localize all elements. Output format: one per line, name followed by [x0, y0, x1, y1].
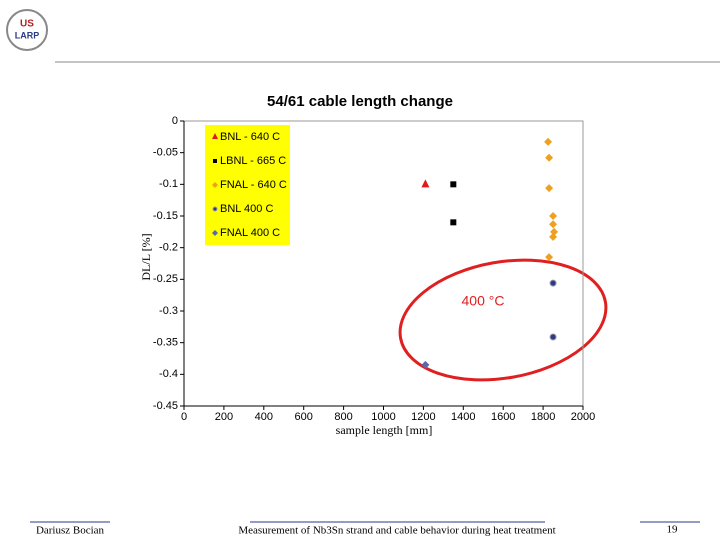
data-point: [550, 227, 559, 236]
legend-label: BNL 400 C: [220, 203, 273, 215]
chart-title: 54/61 cable length change: [267, 93, 453, 110]
y-axis-label: DL/L [%]: [139, 233, 153, 280]
data-point: [549, 279, 557, 287]
data-point: [549, 333, 557, 341]
y-tick-label: -0.4: [159, 368, 178, 380]
legend-marker: [212, 182, 218, 188]
data-point: [450, 181, 457, 188]
x-tick-label: 0: [181, 411, 187, 423]
legend-marker: [213, 159, 217, 163]
data-point: [544, 137, 553, 146]
logo-text: LARP: [15, 30, 40, 40]
logo: US LARP: [6, 9, 48, 51]
legend-marker: [212, 206, 218, 212]
legend-label: LBNL - 665 C: [220, 155, 286, 167]
x-tick-label: 600: [295, 411, 313, 423]
x-tick-label: 800: [334, 411, 352, 423]
x-tick-label: 1000: [371, 411, 395, 423]
legend-label: BNL - 640 C: [220, 131, 280, 143]
footer-author: Dariusz Bocian: [36, 525, 105, 537]
logo-ring: [6, 9, 48, 51]
data-point: [421, 360, 430, 369]
x-tick-label: 1200: [411, 411, 435, 423]
y-tick-label: -0.35: [153, 337, 178, 349]
data-point: [421, 179, 430, 188]
y-tick-label: -0.05: [153, 147, 178, 159]
x-tick-label: 400: [255, 411, 273, 423]
annotation: 400 °C: [462, 293, 505, 309]
y-tick-label: -0.15: [153, 210, 178, 222]
y-tick-label: -0.45: [153, 400, 178, 412]
y-tick-label: -0.1: [159, 178, 178, 190]
x-tick-label: 1800: [531, 411, 555, 423]
data-point: [545, 253, 554, 262]
data-point: [549, 220, 558, 229]
data-point: [545, 184, 554, 193]
y-tick-label: 0: [172, 115, 178, 127]
y-tick-label: -0.25: [153, 273, 178, 285]
highlight-ellipse: [398, 258, 608, 382]
legend-label: FNAL 400 C: [220, 227, 280, 239]
x-tick-label: 2000: [571, 411, 595, 423]
data-point: [450, 219, 457, 226]
data-point: [545, 153, 554, 162]
x-tick-label: 200: [215, 411, 233, 423]
logo-text: US: [20, 19, 34, 30]
y-tick-label: -0.2: [159, 242, 178, 254]
y-tick-label: -0.3: [159, 305, 178, 317]
legend-label: FNAL - 640 C: [220, 179, 287, 191]
page-number: 19: [667, 524, 679, 536]
data-point: [549, 232, 558, 241]
data-point: [549, 212, 558, 220]
plot: 0 -0.05 -0.1 -0.15 -0.2 -0.25 -0.3 -0.35 -0.4 -0.…: [153, 115, 595, 423]
legend-marker: [212, 230, 218, 236]
footer-topic: Measurement of Nb3Sn strand and cable be…: [238, 525, 555, 537]
x-tick-label: 1600: [491, 411, 515, 423]
x-tick-label: 1400: [451, 411, 475, 423]
legend-box: [205, 125, 290, 245]
legend-marker: [212, 133, 218, 139]
x-axis-label: sample length [mm]: [336, 423, 433, 437]
